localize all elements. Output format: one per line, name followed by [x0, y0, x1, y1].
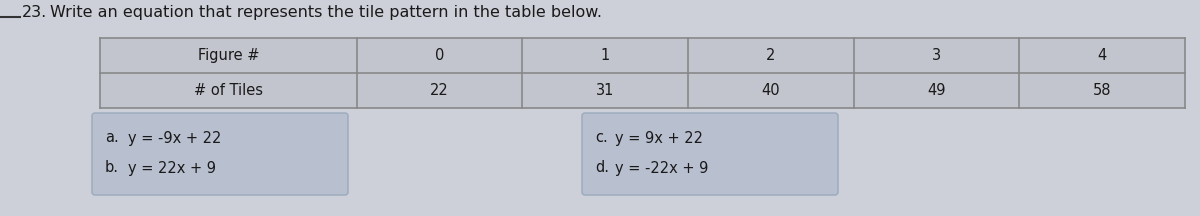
Text: b.: b. [106, 160, 119, 175]
Text: 22: 22 [431, 83, 449, 98]
Bar [100, 38, 1186, 108]
Text: y = -9x + 22: y = -9x + 22 [128, 130, 221, 146]
Text: y = -22x + 9: y = -22x + 9 [616, 160, 708, 175]
Text: 4: 4 [1098, 48, 1106, 63]
Text: 49: 49 [928, 83, 946, 98]
FancyBboxPatch shape [582, 113, 838, 195]
Text: 58: 58 [1093, 83, 1111, 98]
FancyBboxPatch shape [92, 113, 348, 195]
Text: y = 22x + 9: y = 22x + 9 [128, 160, 216, 175]
Text: Figure #: Figure # [198, 48, 259, 63]
Text: 0: 0 [434, 48, 444, 63]
Text: c.: c. [595, 130, 607, 146]
Text: 31: 31 [596, 83, 614, 98]
Text: d.: d. [595, 160, 610, 175]
Text: a.: a. [106, 130, 119, 146]
Text: 23.: 23. [22, 5, 47, 20]
Text: y = 9x + 22: y = 9x + 22 [616, 130, 703, 146]
Text: 3: 3 [932, 48, 941, 63]
Text: 1: 1 [601, 48, 610, 63]
Text: Write an equation that represents the tile pattern in the table below.: Write an equation that represents the ti… [50, 5, 602, 20]
Text: 40: 40 [762, 83, 780, 98]
Text: # of Tiles: # of Tiles [194, 83, 263, 98]
Text: 2: 2 [766, 48, 775, 63]
